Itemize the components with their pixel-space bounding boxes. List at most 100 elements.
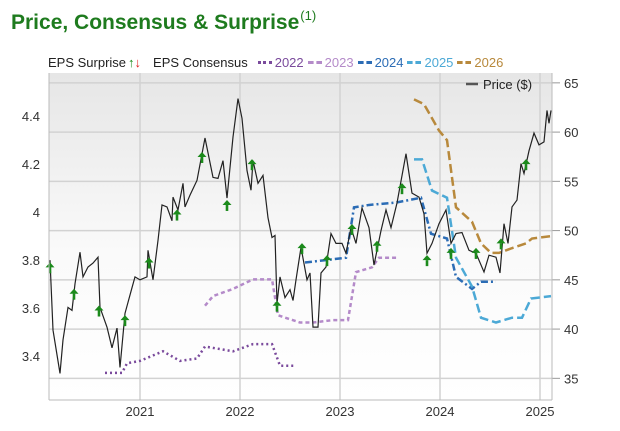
arrow-head [197,151,207,157]
arrow-head [222,199,232,205]
legend-series-label: 2024 [374,55,404,70]
arrow-stem [123,320,127,327]
legend-series-2023: 2023 [307,55,354,70]
right-axis-tick-label: 60 [564,125,578,140]
price-legend-label: Price ($) [483,77,532,92]
arrow-stem [200,156,204,163]
right-axis-tick-label: 35 [564,371,578,386]
arrow-head [272,300,282,306]
x-axis-tick-label: 2023 [326,404,355,419]
surprise-up-arrow-icon [247,159,257,171]
right-axis-tick-label: 55 [564,174,578,189]
arrow-head [120,315,130,321]
title-text: Price, Consensus & Surprise [11,11,300,34]
legend-swatch [307,61,322,64]
arrow-stem [499,243,503,250]
legend-series-2026: 2026 [457,55,503,70]
right-axis-tick-label: 65 [564,76,578,91]
arrow-stem [97,310,101,317]
legend-series-label: 2022 [274,55,304,70]
surprise-up-arrow-icon [45,262,55,274]
x-axis-tick-label: 2024 [426,404,455,419]
arrow-head [422,255,432,261]
surprise-up-arrow-icon [297,243,307,255]
surprise-up-arrow-icon [222,199,232,211]
right-axis-tick-label: 40 [564,322,578,337]
arrow-head [144,257,154,263]
legend-series-label: 2023 [324,55,354,70]
arrow-head [69,288,79,294]
surprise-up-arrow-icon [120,315,130,327]
arrow-stem [250,164,254,171]
surprise-up-arrow-icon [272,300,282,312]
surprise-down-arrow-icon: ↓ [134,55,142,70]
consensus-line-2025 [414,158,552,324]
left-axis-tick-label: 4.2 [22,157,40,172]
right-axis-tick-label: 50 [564,224,578,239]
consensus-line-2026 [413,98,552,255]
legend-series-label: 2025 [424,55,454,70]
arrow-stem [147,262,151,269]
x-axis-tick-label: 2021 [126,404,155,419]
arrow-stem [300,248,304,255]
legend-eps-consensus-label: EPS Consensus [153,55,248,70]
arrow-head [372,240,382,246]
surprise-up-arrow-icon [172,209,182,221]
arrow-stem [524,164,528,171]
surprise-up-arrow-icon [397,183,407,195]
legend-swatch [457,61,472,64]
arrow-stem [375,245,379,252]
arrow-stem [72,293,76,300]
arrow-stem [474,252,478,259]
legend: EPS Surprise ↑ ↓ EPS Consensus 2022 2023 2… [48,55,507,70]
x-axis-tick-label: 2022 [226,404,255,419]
arrow-head [446,247,456,253]
legend-eps-surprise-label: EPS Surprise [48,55,127,70]
surprise-up-arrow-icon [372,240,382,252]
arrow-stem [400,188,404,195]
arrow-head [94,305,104,311]
consensus-line-2024 [304,196,496,291]
plot-area [49,73,552,400]
arrow-head [347,223,357,229]
price-line [49,98,552,374]
left-axis-tick-label: 3.8 [22,253,40,268]
arrow-stem [350,228,354,235]
left-axis-tick-label: 3.4 [22,349,40,364]
legend-series-2025: 2025 [407,55,453,70]
surprise-up-arrow-icon [521,159,531,171]
surprise-up-arrow-icon [347,223,357,235]
left-axis-tick-label: 4 [33,205,40,220]
arrow-stem [275,305,279,312]
surprise-up-arrow-icon [446,247,456,259]
arrow-head [496,238,506,244]
surprise-up-arrow-icon [496,238,506,250]
surprise-up-arrow-icon: ↑ [128,55,135,70]
arrow-head [322,255,332,261]
left-axis-tick-label: 3.6 [22,301,40,316]
surprise-up-arrow-icon [322,255,332,267]
arrow-head [297,243,307,249]
arrow-stem [225,204,229,211]
arrow-head [45,262,55,268]
legend-series-2024: 2024 [357,55,404,70]
arrow-stem [48,267,52,274]
x-axis-tick-label: 2025 [526,404,555,419]
arrow-head [521,159,531,165]
legend-eps-consensus: EPS Consensus [153,55,248,70]
title-footnote: (1) [300,8,317,23]
arrow-stem [175,214,179,221]
arrow-stem [449,252,453,259]
surprise-up-arrow-icon [197,151,207,163]
arrow-stem [425,260,429,267]
legend-swatch [357,61,372,64]
surprise-up-arrow-icon [471,247,481,259]
legend-swatch [257,61,272,64]
legend-eps-surprise: EPS Surprise ↑ ↓ [48,55,149,70]
legend-swatch [407,61,422,64]
arrow-stem [325,260,329,267]
legend-series-2022: 2022 [257,55,304,70]
left-axis-tick-label: 4.4 [22,109,40,124]
right-axis-tick-label: 45 [564,273,578,288]
